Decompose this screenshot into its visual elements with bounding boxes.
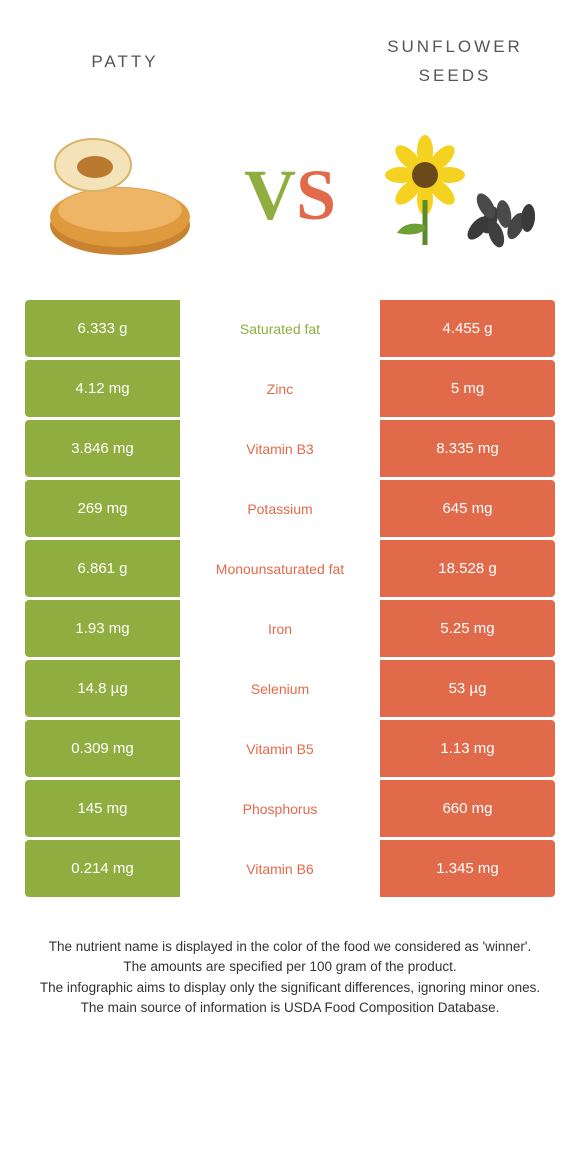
footnote-line: The main source of information is USDA F… <box>25 998 555 1018</box>
nutrient-row: 0.309 mgVitamin B51.13 mg <box>25 720 555 777</box>
nutrient-label: Vitamin B3 <box>180 420 380 477</box>
nutrient-row: 6.861 gMonounsaturated fat18.528 g <box>25 540 555 597</box>
right-value: 53 µg <box>380 660 555 717</box>
left-value: 1.93 mg <box>25 600 180 657</box>
nutrient-label: Vitamin B6 <box>180 840 380 897</box>
nutrient-label: Selenium <box>180 660 380 717</box>
header: patty sunflower seeds <box>25 20 555 100</box>
images-row: VS <box>25 110 555 280</box>
nutrient-label: Zinc <box>180 360 380 417</box>
footnote-line: The nutrient name is displayed in the co… <box>25 937 555 957</box>
right-value: 1.13 mg <box>380 720 555 777</box>
left-value: 6.861 g <box>25 540 180 597</box>
right-food-title: sunflower seeds <box>355 31 555 89</box>
left-value: 145 mg <box>25 780 180 837</box>
nutrient-label: Monounsaturated fat <box>180 540 380 597</box>
left-value: 3.846 mg <box>25 420 180 477</box>
nutrient-table: 6.333 gSaturated fat4.455 g4.12 mgZinc5 … <box>25 300 555 897</box>
left-value: 14.8 µg <box>25 660 180 717</box>
right-value: 4.455 g <box>380 300 555 357</box>
nutrient-row: 269 mgPotassium645 mg <box>25 480 555 537</box>
right-value: 5 mg <box>380 360 555 417</box>
nutrient-row: 0.214 mgVitamin B61.345 mg <box>25 840 555 897</box>
sunflower-seeds-image <box>375 125 555 265</box>
patty-image <box>25 125 205 265</box>
nutrient-label: Phosphorus <box>180 780 380 837</box>
nutrient-row: 145 mgPhosphorus660 mg <box>25 780 555 837</box>
footnote-line: The amounts are specified per 100 gram o… <box>25 957 555 977</box>
nutrient-label: Potassium <box>180 480 380 537</box>
right-value: 645 mg <box>380 480 555 537</box>
left-food-title: patty <box>25 46 225 75</box>
nutrient-label: Vitamin B5 <box>180 720 380 777</box>
nutrient-label: Iron <box>180 600 380 657</box>
nutrient-label: Saturated fat <box>180 300 380 357</box>
left-value: 4.12 mg <box>25 360 180 417</box>
right-value: 18.528 g <box>380 540 555 597</box>
right-value: 5.25 mg <box>380 600 555 657</box>
left-value: 0.309 mg <box>25 720 180 777</box>
nutrient-row: 6.333 gSaturated fat4.455 g <box>25 300 555 357</box>
right-value: 660 mg <box>380 780 555 837</box>
vs-label: VS <box>244 159 336 231</box>
nutrient-row: 1.93 mgIron5.25 mg <box>25 600 555 657</box>
right-value: 1.345 mg <box>380 840 555 897</box>
left-value: 269 mg <box>25 480 180 537</box>
nutrient-row: 4.12 mgZinc5 mg <box>25 360 555 417</box>
footnotes: The nutrient name is displayed in the co… <box>25 937 555 1018</box>
footnote-line: The infographic aims to display only the… <box>25 978 555 998</box>
nutrient-row: 3.846 mgVitamin B38.335 mg <box>25 420 555 477</box>
left-value: 6.333 g <box>25 300 180 357</box>
vs-s: S <box>296 155 336 235</box>
left-value: 0.214 mg <box>25 840 180 897</box>
right-value: 8.335 mg <box>380 420 555 477</box>
vs-v: V <box>244 155 296 235</box>
nutrient-row: 14.8 µgSelenium53 µg <box>25 660 555 717</box>
